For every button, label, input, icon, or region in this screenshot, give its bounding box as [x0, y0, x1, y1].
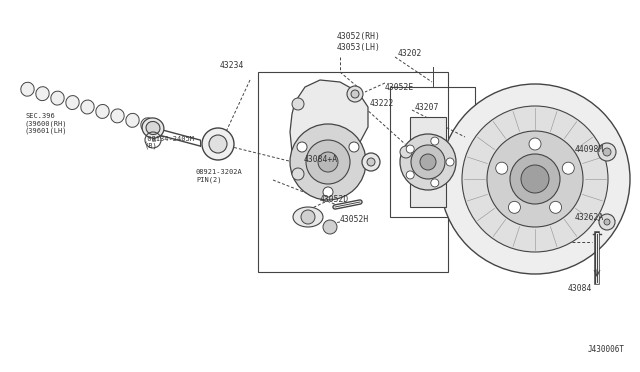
Circle shape	[440, 84, 630, 274]
Circle shape	[400, 146, 412, 158]
Circle shape	[462, 106, 608, 252]
Ellipse shape	[36, 87, 49, 101]
Circle shape	[362, 153, 380, 171]
Circle shape	[598, 143, 616, 161]
Text: B: B	[151, 138, 155, 142]
Circle shape	[411, 145, 445, 179]
Ellipse shape	[293, 207, 323, 227]
Text: 43202: 43202	[398, 49, 422, 58]
Polygon shape	[290, 80, 368, 189]
Ellipse shape	[111, 109, 124, 123]
Text: 43262A: 43262A	[575, 214, 604, 222]
Circle shape	[446, 158, 454, 166]
Ellipse shape	[51, 91, 64, 105]
Bar	[410, 117, 446, 207]
Text: 43052D: 43052D	[320, 195, 349, 203]
Circle shape	[202, 128, 234, 160]
Circle shape	[431, 179, 439, 187]
Circle shape	[351, 90, 359, 98]
Text: 43222: 43222	[370, 99, 394, 109]
Circle shape	[323, 187, 333, 197]
Circle shape	[603, 148, 611, 156]
Circle shape	[406, 171, 414, 179]
Circle shape	[604, 219, 610, 225]
Text: 43052H: 43052H	[340, 215, 369, 224]
Circle shape	[347, 86, 363, 102]
Circle shape	[323, 220, 337, 234]
Circle shape	[521, 165, 549, 193]
Text: 43052E: 43052E	[385, 83, 414, 92]
Circle shape	[209, 135, 227, 153]
Text: 43084+A: 43084+A	[304, 154, 338, 164]
Circle shape	[290, 124, 366, 200]
Circle shape	[431, 137, 439, 145]
Text: 43207: 43207	[415, 103, 440, 112]
Text: 43234: 43234	[220, 61, 244, 70]
Circle shape	[318, 152, 338, 172]
Circle shape	[367, 158, 375, 166]
Circle shape	[292, 98, 304, 110]
Ellipse shape	[21, 82, 34, 96]
Circle shape	[563, 162, 574, 174]
Text: J430006T: J430006T	[588, 345, 625, 354]
Circle shape	[529, 138, 541, 150]
Ellipse shape	[146, 122, 160, 135]
Text: SEC.396
(39600(RH)
(39601(LH): SEC.396 (39600(RH) (39601(LH)	[25, 113, 67, 135]
Circle shape	[306, 140, 350, 184]
Circle shape	[406, 145, 414, 153]
Ellipse shape	[96, 105, 109, 118]
Circle shape	[487, 131, 583, 227]
Circle shape	[301, 210, 315, 224]
Ellipse shape	[142, 118, 164, 138]
Circle shape	[297, 142, 307, 152]
Bar	[390, 87, 475, 217]
Ellipse shape	[141, 118, 154, 132]
Ellipse shape	[126, 113, 139, 127]
Circle shape	[510, 154, 560, 204]
Circle shape	[349, 142, 359, 152]
Circle shape	[599, 214, 615, 230]
Circle shape	[400, 134, 456, 190]
Text: ¸08134-2405M
(B): ¸08134-2405M (B)	[144, 135, 195, 149]
Circle shape	[508, 201, 520, 213]
Circle shape	[420, 154, 436, 170]
Ellipse shape	[81, 100, 94, 114]
Text: 08921-3202A
PIN(2): 08921-3202A PIN(2)	[196, 169, 243, 183]
Text: 44098M: 44098M	[575, 145, 604, 154]
Circle shape	[292, 168, 304, 180]
Ellipse shape	[66, 96, 79, 109]
Circle shape	[496, 162, 508, 174]
Bar	[258, 72, 448, 272]
Text: 43052(RH)
43053(LH): 43052(RH) 43053(LH)	[337, 32, 381, 52]
Circle shape	[550, 201, 561, 213]
Text: 43084: 43084	[568, 284, 592, 293]
